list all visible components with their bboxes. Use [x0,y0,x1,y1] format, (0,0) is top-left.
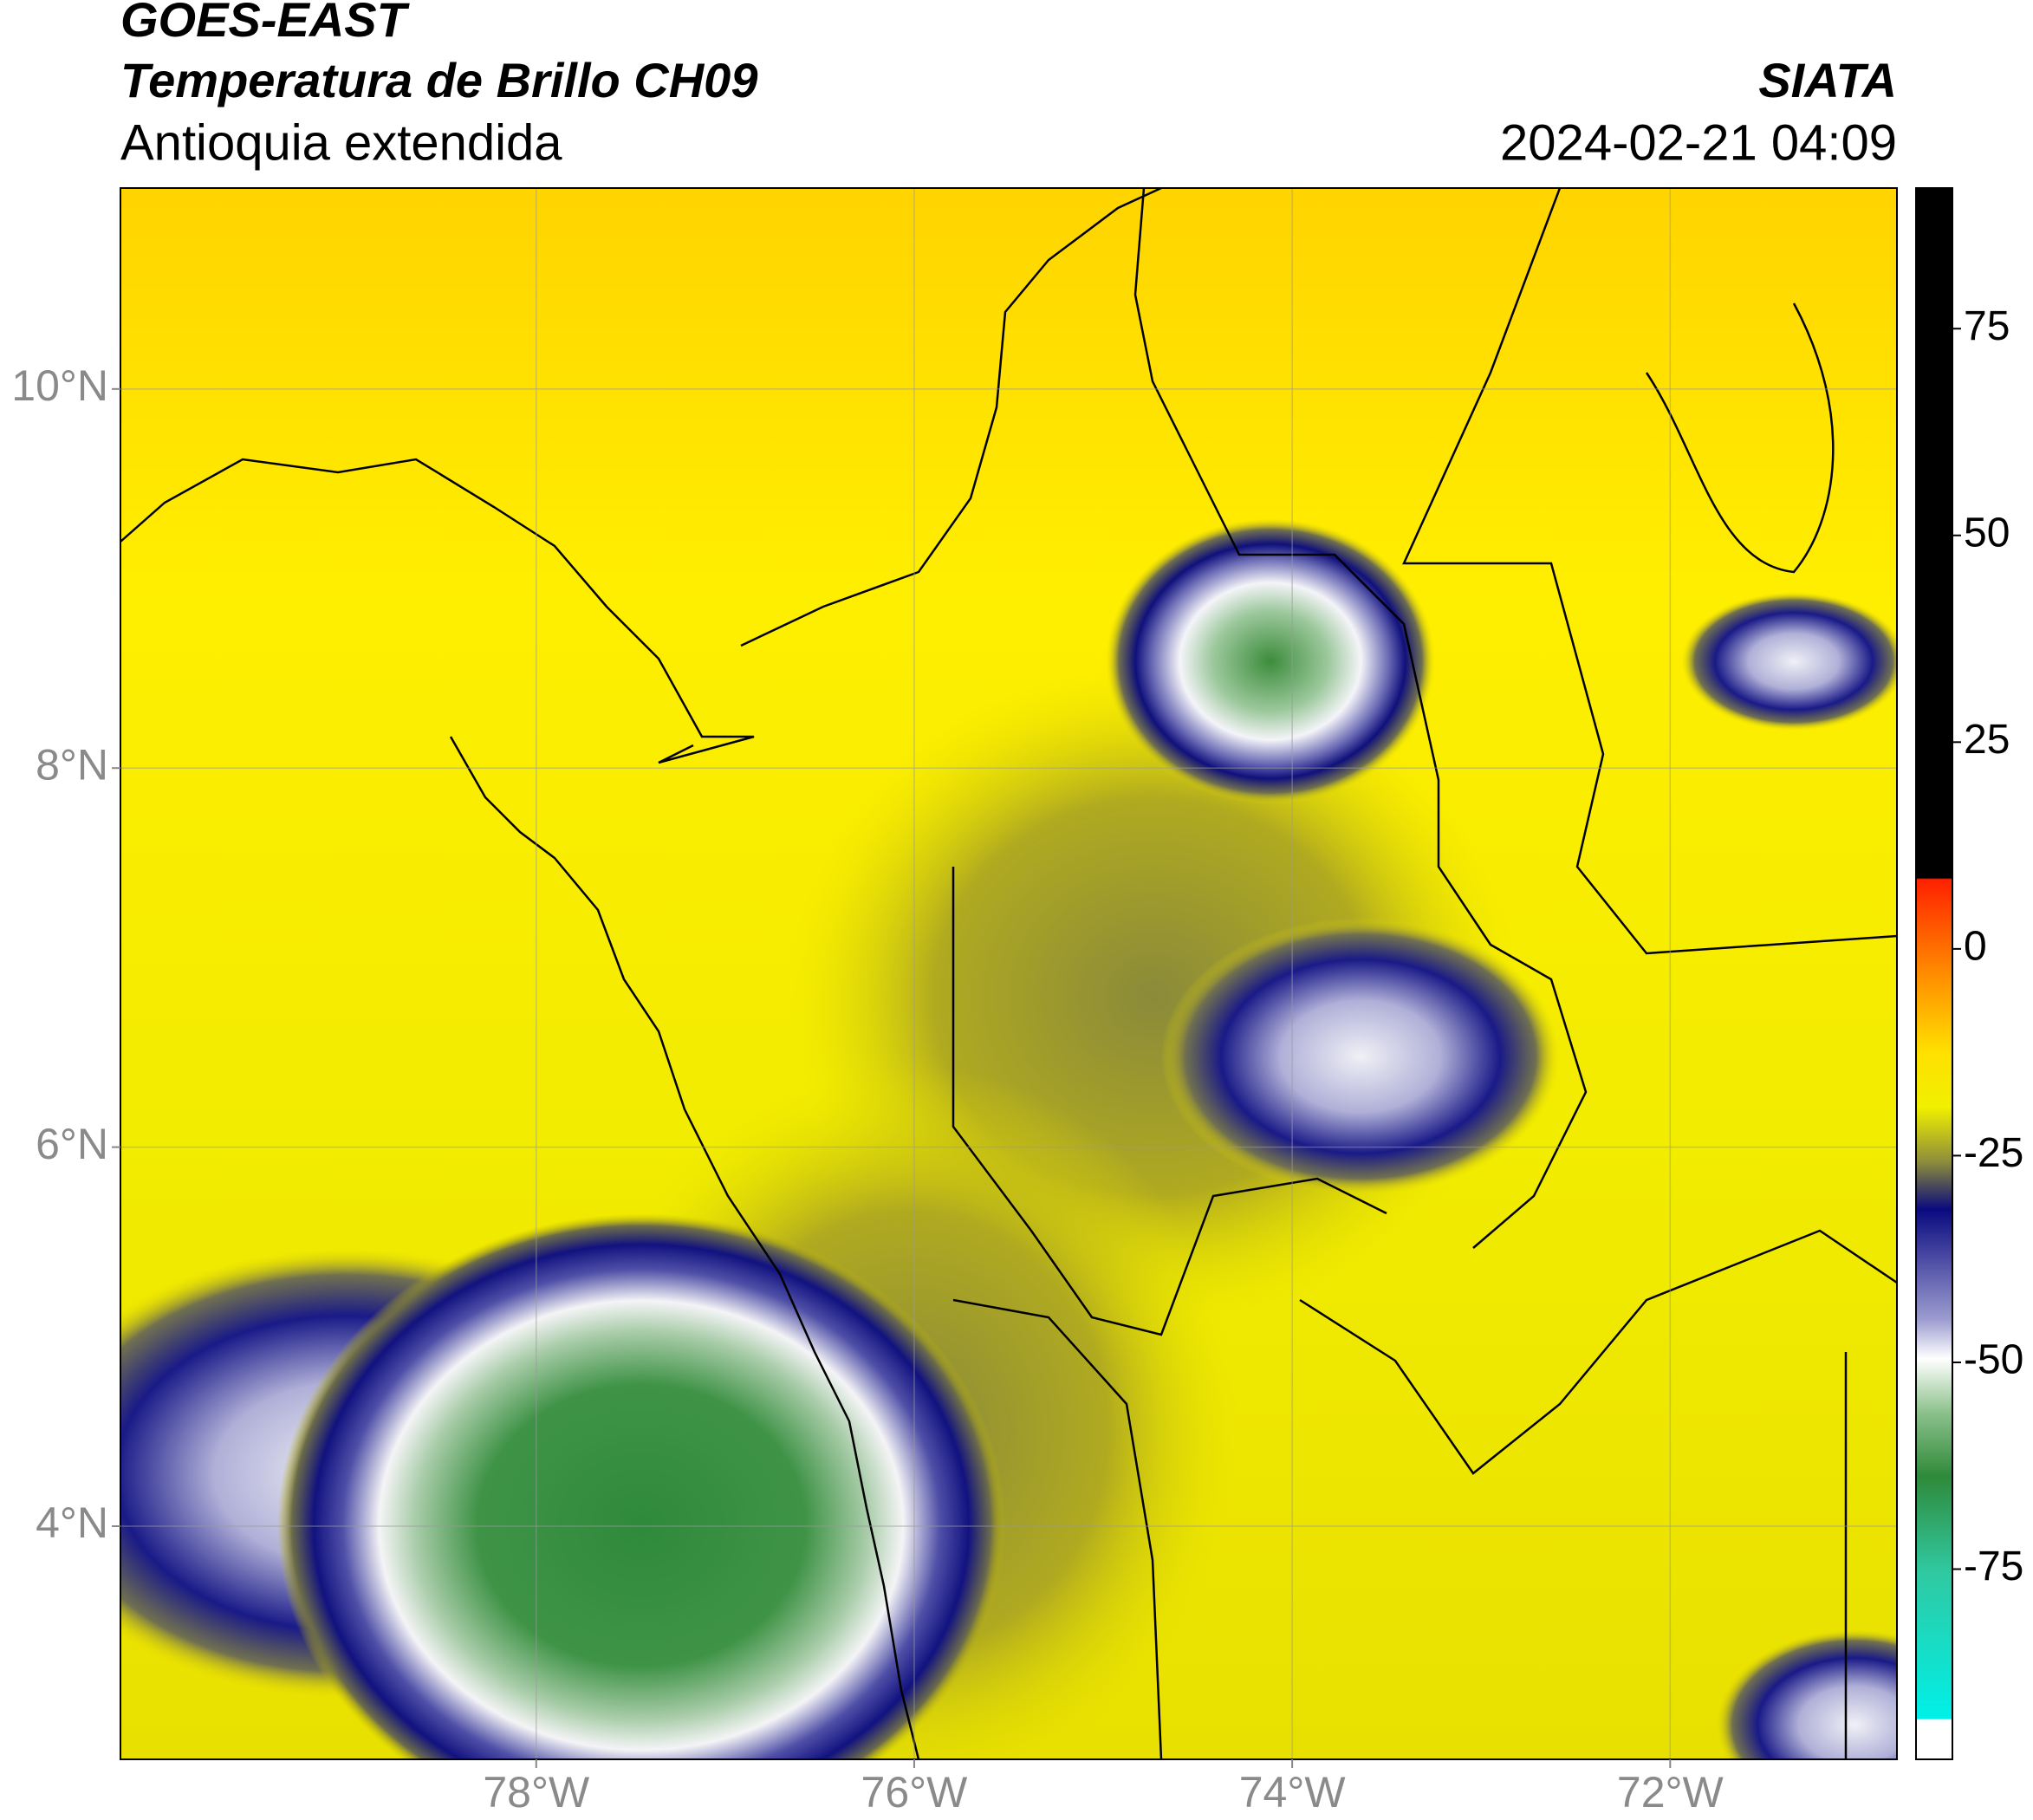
map-frame [120,187,1898,1760]
x-tick-label: 76°W [861,1768,969,1817]
coastline [449,736,920,1759]
border [1402,188,1897,955]
y-tick-label: 8°N [36,740,108,789]
storm-cell [277,1213,1005,1759]
storm-cell [1106,518,1435,804]
colorbar-tick-label: -75 [1964,1544,2023,1589]
borders [120,188,1897,1759]
border [952,867,1387,1336]
border [952,1298,1163,1759]
subtitle: Antioquia extendida [120,114,562,171]
storm-cell [1716,1629,1897,1759]
timestamp: 2024-02-21 04:09 [1500,114,1897,171]
border [1133,188,1588,1249]
storm-cell [1161,918,1560,1195]
source: SIATA [1758,53,1897,107]
colorbar-tick-label: 25 [1964,717,2010,763]
colorbar-tick-label: -25 [1964,1130,2023,1176]
map-image [120,188,1897,1759]
grid [120,188,1897,1759]
coastline [740,188,1162,647]
colorbar-tick-label: 0 [1964,924,1987,970]
y-tick-label: 4°N [36,1498,108,1547]
colorbar-tick-label: 50 [1964,510,2010,556]
border [1299,1229,1897,1475]
title-line1: GOES-EAST [120,0,411,47]
y-tick-label: 10°N [11,361,108,410]
x-tick-label: 74°W [1239,1768,1347,1817]
y-tick-label: 6°N [36,1120,108,1168]
storm-cell [1681,592,1897,731]
coastline [120,458,755,764]
title-line2: Temperatura de Brillo CH09 [120,53,757,107]
colorbar [1915,187,1953,1760]
border [1645,302,1835,574]
colorbar-tick-label: 75 [1964,303,2010,349]
x-tick-label: 78°W [483,1768,590,1817]
x-tick-label: 72°W [1617,1768,1724,1817]
colorbar-tick-label: -50 [1964,1337,2023,1383]
